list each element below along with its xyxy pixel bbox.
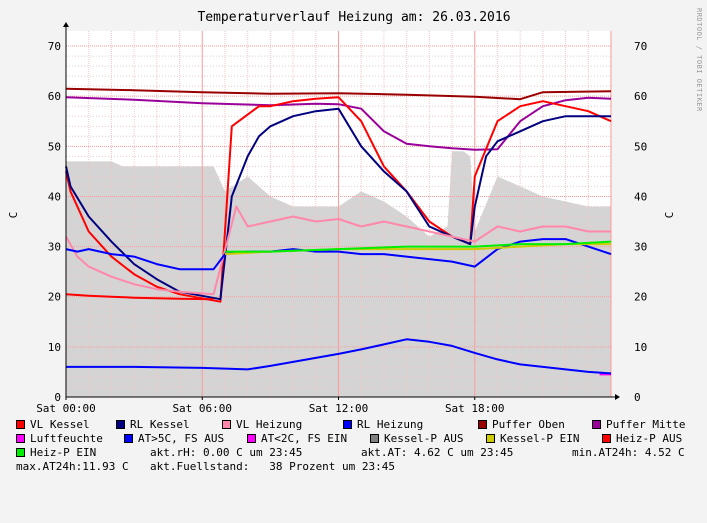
y-tick-label-right: 30 [634,241,647,254]
legend-label: Heiz-P AUS [616,432,683,445]
y-tick-label-left: 60 [48,90,61,103]
fuellstand-text: akt.Fuellstand: 38 Prozent um 23:45 [150,460,396,473]
legend-item: Kessel-P EIN [486,432,579,445]
legend-row-2: Luftfeuchte AT>5C, FS AUS AT<2C, FS EIN … [16,432,682,446]
series-line-rl-heizung [65,238,612,271]
y-tick-label-right: 10 [634,341,647,354]
y-axis-arrow [63,22,69,27]
legend-swatch [343,420,352,429]
akt-rh-text: akt.rH: 0.00 C um 23:45 [150,446,303,459]
legend-item: Heiz-P AUS [602,432,682,445]
min-at-text: min.AT24h: 4.52 C [572,446,685,459]
legend-label: Heiz-P EIN [30,446,97,459]
akt-at-text: akt.AT: 4.62 C um 23:45 [361,446,514,459]
series-line-heiz-p-aus [65,293,214,301]
series-line-puffer-oben [65,87,612,101]
legend-swatch [16,420,25,429]
chart: Temperaturverlauf Heizung am: 26.03.2016… [7,8,703,415]
legend-label: Luftfeuchte [30,432,103,445]
legend-label: VL Kessel [30,418,90,431]
legend-item: Kessel-P AUS [370,432,463,445]
series-line-vl-kessel [65,96,612,303]
y-tick-label-right: 50 [634,140,647,153]
y-axis-label-right: C [663,212,676,219]
y-tick-label-left: 40 [48,190,61,203]
y-tick-label-left: 10 [48,341,61,354]
legend-swatch [592,420,601,429]
tick-label-layer: 0 0 10 10 20 20 30 30 40 40 50 50 60 60 70 70 Sat 00:00 S… [36,40,647,415]
series-line-rl-kessel [65,107,611,301]
legend-label: Puffer Oben [492,418,565,431]
legend-swatch [16,448,25,457]
legend-swatch [478,420,487,429]
side-text: RRDTOOL / TOBI OETIKER [695,8,703,112]
legend-label: Kessel-P EIN [500,432,580,445]
legend-item: AT>5C, FS AUS [124,432,224,445]
legend-item: RL Heizung [343,418,423,431]
legend-row-3: Heiz-P EIN [16,446,96,460]
legend-item: AT<2C, FS EIN [247,432,347,445]
y-tick-label-left: 50 [48,140,61,153]
legend-item: Heiz-P EIN [16,446,96,459]
legend-swatch [124,434,133,443]
y-tick-label-left: 0 [54,391,61,404]
series-line-puffer-mitte [65,96,612,151]
legend-label: Puffer Mitte [606,418,686,431]
chart-title: Temperaturverlauf Heizung am: 26.03.2016 [197,10,510,25]
x-tick-label: Sat 06:00 [172,402,232,415]
legend-item: Puffer Mitte [592,418,685,431]
legend-item: RL Kessel [116,418,190,431]
y-tick-label-right: 60 [634,90,647,103]
legend-label: RL Heizung [357,418,424,431]
legend-item: Luftfeuchte [16,432,103,445]
series-line-at-5c-fs-aus [66,338,612,375]
legend-label: AT<2C, FS EIN [261,432,348,445]
x-tick-label: Sat 12:00 [309,402,369,415]
legend-label: RL Kessel [130,418,190,431]
y-tick-label-right: 0 [634,391,641,404]
legend-label: AT>5C, FS AUS [138,432,225,445]
max-at-text: max.AT24h:11.93 C [16,460,129,473]
y-tick-label-left: 30 [48,241,61,254]
y-tick-label-right: 20 [634,291,647,304]
series-layer [65,87,612,376]
x-tick-label: Sat 00:00 [36,402,96,415]
legend-label: VL Heizung [236,418,303,431]
legend-swatch [370,434,379,443]
legend-swatch [222,420,231,429]
legend-item: VL Kessel [16,418,90,431]
legend-item: VL Heizung [222,418,302,431]
legend-swatch [247,434,256,443]
legend-swatch [116,420,125,429]
x-axis-arrow [615,394,620,400]
legend-swatch [16,434,25,443]
y-axis-label-left: C [7,212,20,219]
legend-item: Puffer Oben [478,418,565,431]
legend-swatch [602,434,611,443]
legend-swatch [486,434,495,443]
y-tick-label-right: 70 [634,40,647,53]
y-tick-label-left: 70 [48,40,61,53]
legend-label: Kessel-P AUS [384,432,464,445]
y-tick-label-right: 40 [634,190,647,203]
axis-layer [63,22,620,400]
series-line-vl-heizung [65,205,611,296]
series-line-heiz-p-ein [225,240,612,253]
y-tick-label-left: 20 [48,291,61,304]
legend-row-1: VL Kessel RL Kessel VL Heizung RL Heizun… [16,418,685,432]
x-tick-label: Sat 18:00 [445,402,505,415]
